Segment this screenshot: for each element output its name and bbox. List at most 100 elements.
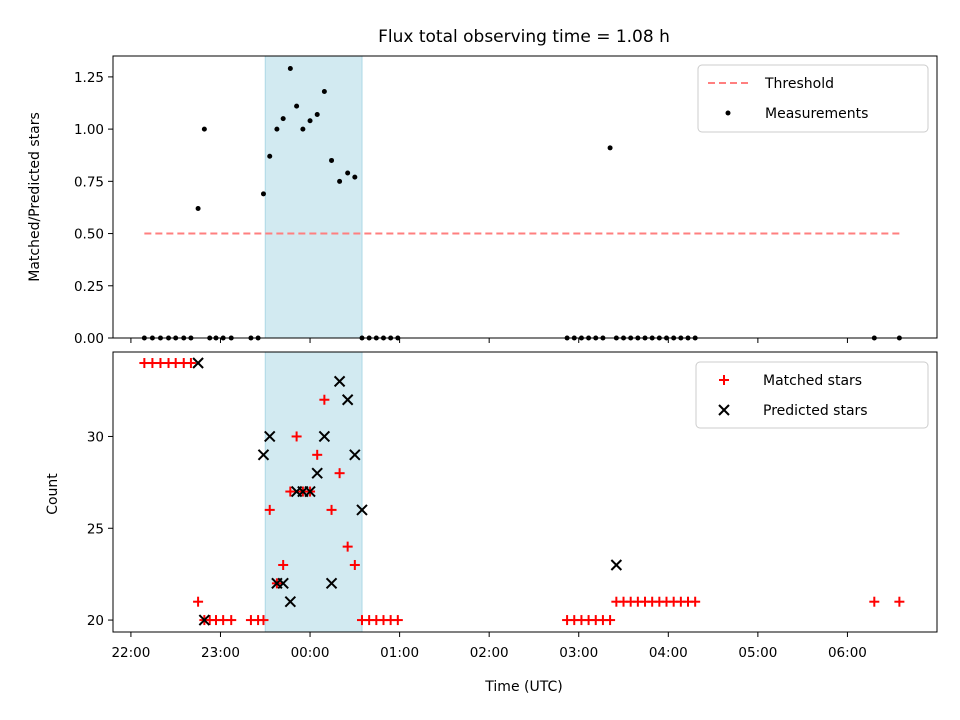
- legend-label: Matched stars: [763, 373, 862, 389]
- predicted-star-point: [198, 614, 211, 626]
- measurement-point: [300, 126, 306, 132]
- y-tick-label: 20: [87, 613, 104, 629]
- predicted-star-point: [356, 504, 368, 516]
- predicted-star-point: [318, 430, 331, 443]
- predicted-star-point: [325, 577, 338, 590]
- x-tick-label: 04:00: [649, 645, 688, 661]
- predicted-star-point: [277, 577, 289, 590]
- measurement-point: [307, 118, 313, 124]
- predicted-star-point: [341, 394, 354, 406]
- x-tick-label: 03:00: [559, 645, 598, 661]
- measurement-point: [274, 126, 280, 132]
- shaded-span: [264, 55, 363, 339]
- legend: Matched stars Predicted stars: [695, 361, 929, 429]
- legend-measurement-swatch: [725, 110, 731, 116]
- x-stroke: [356, 504, 368, 516]
- predicted-star-point: [304, 485, 316, 498]
- x-stroke: [341, 394, 354, 406]
- matched-star-point: [334, 468, 345, 479]
- matched-star-point: [326, 504, 337, 515]
- legend-x-swatch: [718, 404, 730, 416]
- y-tick-label: 25: [87, 521, 104, 537]
- measurement-point: [294, 103, 300, 109]
- measurement-point: [329, 157, 335, 163]
- x-stroke: [284, 595, 297, 608]
- predicted-star-point: [333, 375, 346, 388]
- x-stroke: [304, 485, 316, 498]
- x-stroke: [257, 449, 270, 461]
- measurement-point: [267, 153, 273, 159]
- matched-star-point: [258, 615, 269, 626]
- x-tick-label: 01:00: [380, 645, 419, 661]
- predicted-star-point: [264, 430, 276, 443]
- predicted-star-point: [257, 449, 270, 461]
- x-tick-label: 23:00: [201, 645, 240, 661]
- measurement-point: [607, 145, 613, 151]
- measurement-point: [345, 170, 351, 176]
- predicted-star-point: [192, 357, 204, 369]
- matched-star-point: [226, 615, 237, 626]
- y-tick-label: 1.00: [74, 122, 104, 138]
- y-tick-label: 1.25: [74, 70, 104, 86]
- y-tick-label: 0.75: [74, 174, 104, 190]
- matched-star-point: [690, 596, 701, 607]
- legend-box: [697, 64, 929, 133]
- x-stroke: [325, 577, 338, 590]
- matched-star-point: [312, 449, 323, 460]
- x-tick-label: 00:00: [291, 645, 330, 661]
- x-stroke: [318, 430, 331, 443]
- y-tick-label: 30: [87, 429, 104, 445]
- bottom-panel: 20 25 30 22:00 23:00 00:00 01:00 02:00 03:00 04:0…: [87, 351, 938, 661]
- legend-label: Measurements: [765, 106, 868, 122]
- plot-frame: [112, 351, 938, 633]
- measurement-point: [314, 111, 320, 117]
- legend-label: Predicted stars: [763, 403, 868, 419]
- bottom-y-axis-label: Count: [45, 473, 61, 515]
- y-tick-label: 0.50: [74, 227, 104, 243]
- x-stroke: [277, 577, 289, 590]
- matched-star-point: [342, 541, 353, 552]
- matched-star-point: [869, 596, 880, 607]
- predicted-star-point: [349, 449, 361, 461]
- predicted-star-point: [311, 467, 323, 479]
- measurement-point: [195, 205, 201, 211]
- chart-title: Flux total observing time = 1.08 h: [378, 27, 670, 47]
- x-stroke: [192, 357, 204, 369]
- predicted-star-point: [610, 559, 623, 571]
- matched-star-point: [278, 559, 289, 570]
- x-stroke: [610, 559, 623, 571]
- matched-star-point: [285, 486, 296, 497]
- plot-frame: [112, 55, 938, 339]
- measurement-point: [352, 174, 358, 180]
- measurement-point: [260, 191, 266, 197]
- matched-star-point: [291, 431, 302, 442]
- measurement-point: [280, 116, 286, 122]
- x-stroke: [311, 467, 323, 479]
- matched-star-point: [193, 596, 204, 607]
- legend: Threshold Measurements: [697, 64, 929, 133]
- x-axis-label: Time (UTC): [484, 679, 562, 695]
- matched-star-point: [392, 615, 403, 626]
- top-y-axis-label: Matched/Predicted stars: [27, 112, 43, 282]
- legend-box: [695, 361, 929, 429]
- x-stroke: [349, 449, 361, 461]
- x-stroke: [198, 614, 211, 626]
- top-panel: 0.00 0.25 0.50 0.75 1.00 1.25 Threshold Measure…: [74, 55, 938, 347]
- matched-star-point: [894, 596, 905, 607]
- y-tick-label: 0.00: [74, 331, 104, 347]
- measurement-point: [337, 178, 343, 184]
- measurement-point: [321, 89, 327, 95]
- measurement-point: [287, 66, 293, 72]
- x-stroke: [264, 430, 276, 443]
- x-stroke: [333, 375, 346, 388]
- matched-star-point: [349, 559, 360, 570]
- legend-label: Threshold: [764, 76, 834, 92]
- matched-star-point: [319, 394, 330, 405]
- matched-star-point: [605, 615, 616, 626]
- matched-star-point: [264, 504, 275, 515]
- x-tick-label: 06:00: [828, 645, 867, 661]
- matched-star-point: [185, 358, 196, 369]
- measurement-point: [201, 126, 207, 132]
- y-tick-label: 0.25: [74, 279, 104, 295]
